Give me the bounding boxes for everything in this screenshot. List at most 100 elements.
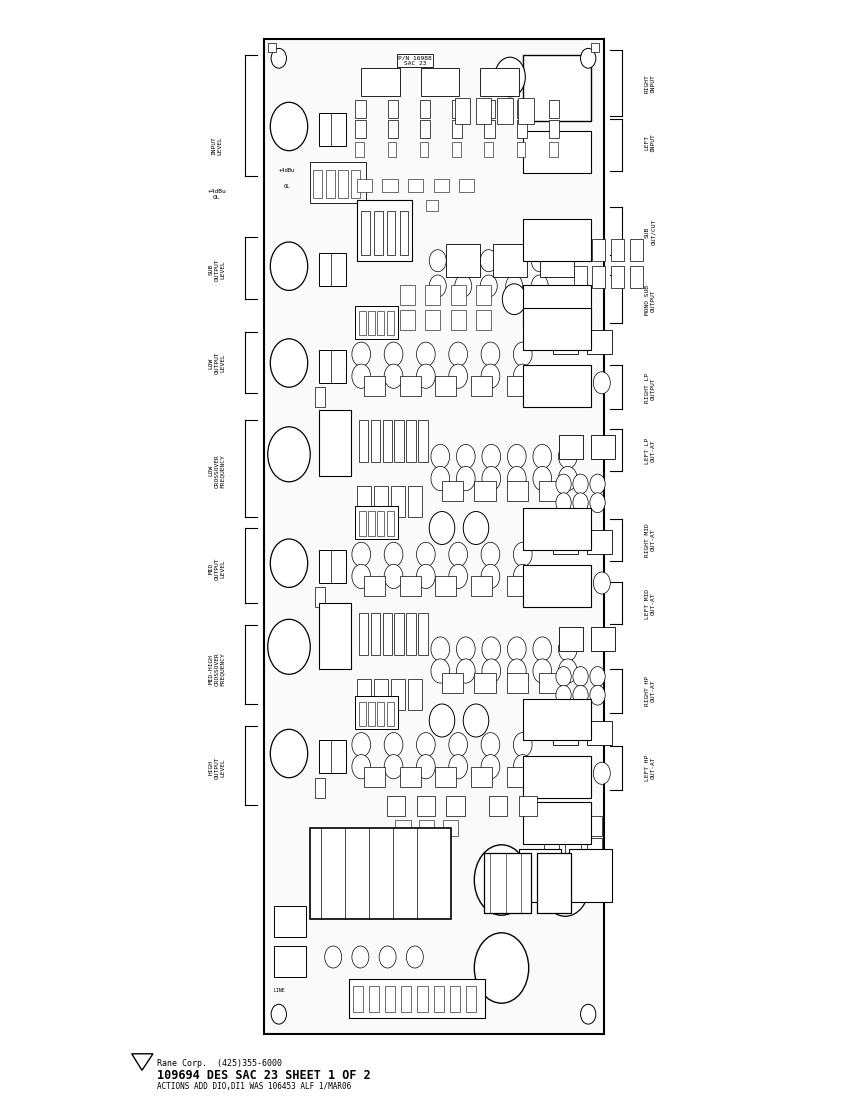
Circle shape [482, 444, 501, 469]
Bar [570, 849, 612, 902]
Circle shape [416, 733, 435, 757]
Circle shape [481, 342, 500, 366]
Bar [450, 285, 466, 305]
Circle shape [513, 364, 532, 388]
Bar [371, 420, 380, 462]
Bar [420, 142, 428, 157]
Circle shape [474, 845, 529, 915]
Bar [471, 576, 492, 596]
Bar [539, 673, 560, 693]
Circle shape [507, 444, 526, 469]
Polygon shape [132, 1054, 153, 1070]
Bar [417, 986, 428, 1012]
Bar [586, 838, 602, 858]
Bar [385, 986, 395, 1012]
Bar [466, 986, 476, 1012]
Bar [507, 767, 528, 786]
Bar [357, 679, 371, 710]
Bar [523, 565, 591, 607]
Text: LEFT
INPUT: LEFT INPUT [645, 133, 655, 153]
Bar [443, 820, 458, 836]
Circle shape [352, 733, 371, 757]
Text: OL: OL [284, 185, 291, 189]
Circle shape [502, 284, 526, 315]
Circle shape [556, 667, 571, 686]
Circle shape [572, 372, 589, 394]
Bar [549, 142, 558, 157]
Circle shape [270, 539, 308, 587]
Bar [268, 43, 276, 52]
Circle shape [384, 542, 403, 566]
Circle shape [270, 339, 308, 387]
Circle shape [551, 572, 568, 594]
Circle shape [271, 1004, 286, 1024]
Bar [480, 68, 518, 96]
Circle shape [384, 564, 403, 589]
Bar [359, 420, 368, 462]
Circle shape [270, 242, 308, 290]
Circle shape [270, 729, 308, 778]
Bar [359, 702, 366, 726]
Bar [471, 376, 492, 396]
Circle shape [352, 542, 371, 566]
Bar [355, 306, 398, 339]
Circle shape [352, 342, 371, 366]
Bar [507, 576, 528, 596]
Bar [400, 310, 415, 330]
Bar [523, 219, 591, 261]
Bar [357, 179, 372, 192]
Bar [435, 576, 456, 596]
Bar [517, 120, 527, 138]
Circle shape [406, 946, 423, 968]
Circle shape [416, 755, 435, 779]
Bar [353, 986, 363, 1012]
Bar [387, 311, 394, 336]
Bar [364, 576, 385, 596]
Circle shape [270, 102, 308, 151]
Circle shape [271, 48, 286, 68]
Bar [459, 179, 474, 192]
Circle shape [455, 250, 472, 272]
Circle shape [573, 667, 588, 686]
Bar [420, 120, 430, 138]
Text: LOW
CROSSOVER
FREQUENCY: LOW CROSSOVER FREQUENCY [208, 454, 225, 487]
Bar [484, 120, 495, 138]
Bar [586, 816, 602, 836]
Bar [537, 852, 571, 913]
Bar [388, 120, 398, 138]
Bar [592, 266, 605, 288]
Text: INPUT
LEVEL: INPUT LEVEL [212, 135, 222, 155]
Circle shape [480, 250, 497, 272]
Bar [446, 796, 465, 816]
Circle shape [429, 275, 446, 297]
Bar [418, 420, 428, 462]
Bar [523, 131, 591, 173]
Circle shape [533, 444, 552, 469]
Circle shape [506, 250, 523, 272]
Circle shape [558, 659, 577, 683]
Bar [400, 576, 421, 596]
Bar [369, 986, 379, 1012]
Circle shape [456, 637, 475, 661]
Circle shape [558, 466, 577, 491]
Circle shape [482, 466, 501, 491]
Bar [319, 550, 346, 583]
Circle shape [533, 466, 552, 491]
Circle shape [429, 704, 455, 737]
Text: MONO SUB
OUTPUT: MONO SUB OUTPUT [645, 285, 655, 316]
Circle shape [541, 855, 589, 916]
Bar [489, 796, 507, 816]
Circle shape [268, 619, 310, 674]
Circle shape [572, 762, 589, 784]
Bar [474, 481, 496, 500]
Bar [319, 350, 346, 383]
Bar [357, 200, 412, 261]
Bar [450, 310, 466, 330]
Circle shape [590, 685, 605, 705]
Bar [452, 120, 462, 138]
Bar [355, 696, 398, 729]
Circle shape [352, 946, 369, 968]
Bar [476, 310, 491, 330]
Circle shape [456, 466, 475, 491]
Bar [630, 266, 643, 288]
